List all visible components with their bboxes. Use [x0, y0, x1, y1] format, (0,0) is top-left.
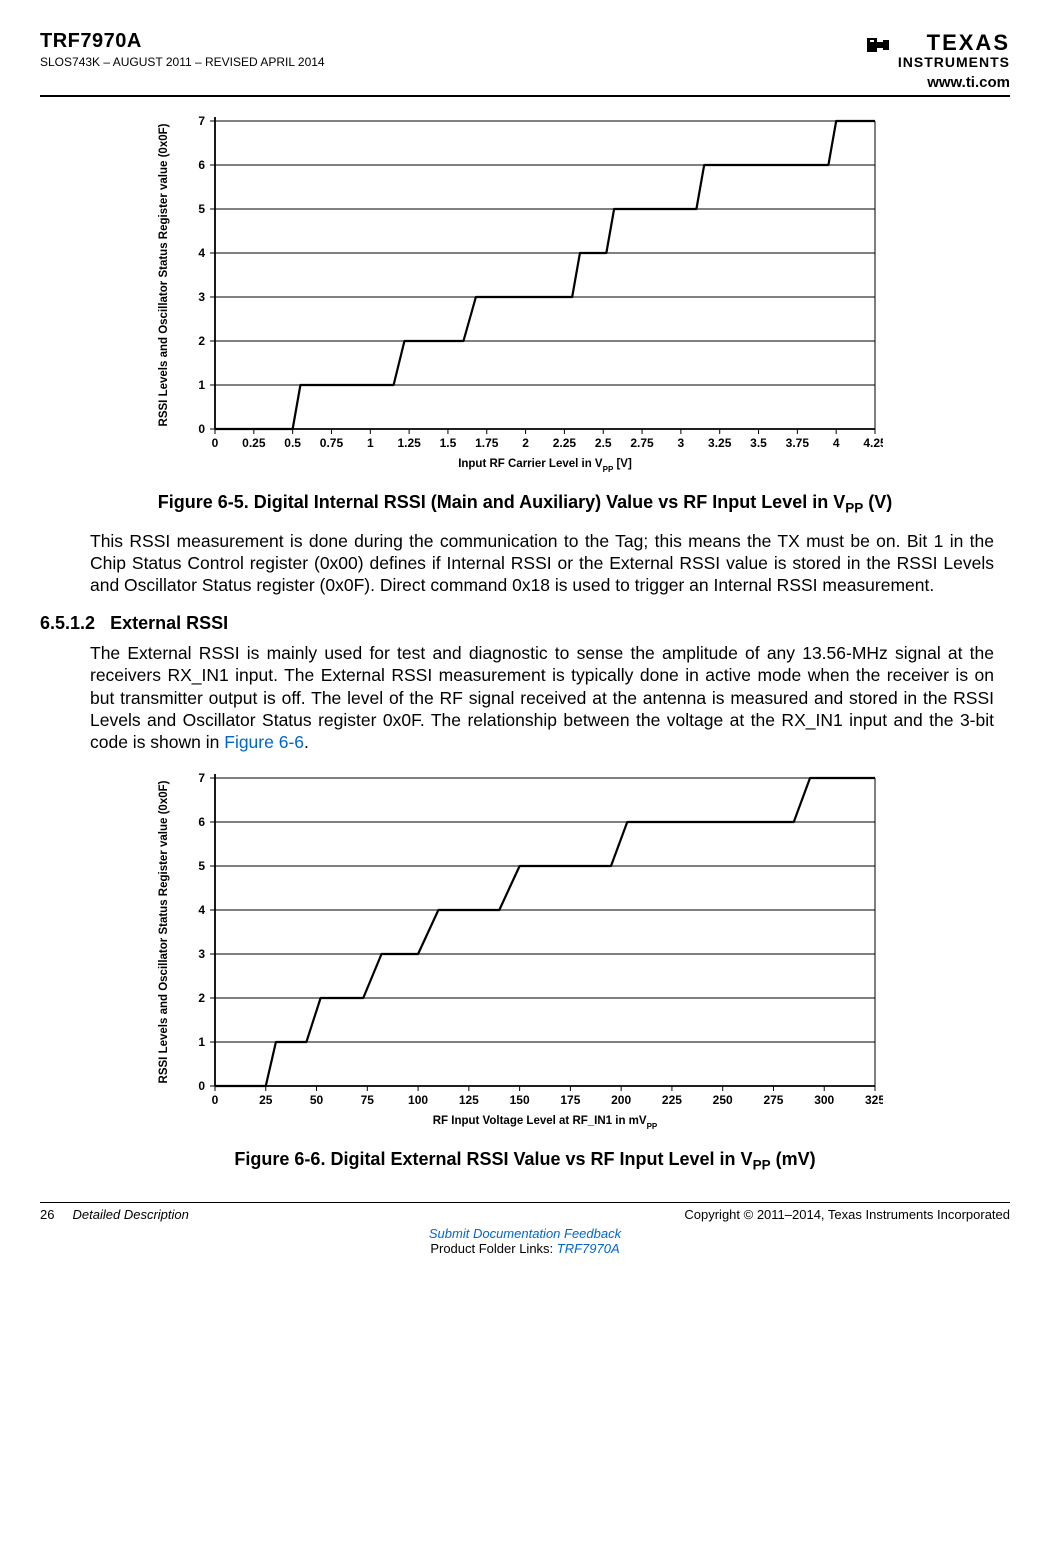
- ti-logo: TEXAS INSTRUMENTS www.ti.com: [864, 30, 1010, 91]
- doc-subtitle: SLOS743K – AUGUST 2011 – REVISED APRIL 2…: [40, 55, 325, 69]
- svg-text:RSSI Levels and Oscillator Sta: RSSI Levels and Oscillator Status Regist…: [158, 123, 170, 426]
- svg-text:0: 0: [212, 436, 219, 450]
- svg-text:4: 4: [833, 436, 840, 450]
- figure-6-5-caption: Figure 6-5. Digital Internal RSSI (Main …: [40, 492, 1010, 516]
- svg-text:4: 4: [198, 246, 205, 260]
- svg-text:6: 6: [198, 815, 205, 829]
- svg-text:25: 25: [259, 1093, 273, 1107]
- svg-text:2.75: 2.75: [630, 436, 654, 450]
- svg-text:3: 3: [678, 436, 685, 450]
- svg-text:0: 0: [198, 422, 205, 436]
- footer-center: Submit Documentation Feedback Product Fo…: [40, 1226, 1010, 1256]
- svg-text:325: 325: [865, 1093, 883, 1107]
- header-rule: [40, 95, 1010, 97]
- svg-text:2.25: 2.25: [553, 436, 577, 450]
- page-number: 26: [40, 1207, 54, 1222]
- svg-text:4: 4: [198, 903, 205, 917]
- svg-text:RSSI Levels and Oscillator Sta: RSSI Levels and Oscillator Status Regist…: [158, 780, 170, 1083]
- footer-right: Copyright © 2011–2014, Texas Instruments…: [684, 1207, 1010, 1222]
- svg-text:3.5: 3.5: [750, 436, 767, 450]
- svg-text:7: 7: [198, 771, 205, 785]
- svg-text:75: 75: [361, 1093, 375, 1107]
- svg-text:250: 250: [713, 1093, 733, 1107]
- svg-text:3.75: 3.75: [786, 436, 810, 450]
- svg-text:0: 0: [198, 1079, 205, 1093]
- footer-rule: [40, 1202, 1010, 1203]
- svg-text:1.75: 1.75: [475, 436, 499, 450]
- svg-text:Input RF Carrier Level in VPP: Input RF Carrier Level in VPP [V]: [458, 458, 632, 474]
- svg-text:5: 5: [198, 859, 205, 873]
- svg-text:4.25: 4.25: [863, 436, 883, 450]
- svg-text:2.5: 2.5: [595, 436, 612, 450]
- svg-text:2: 2: [198, 991, 205, 1005]
- svg-text:1.25: 1.25: [397, 436, 421, 450]
- svg-text:RF Input Voltage Level at RF_I: RF Input Voltage Level at RF_IN1 in mVPP: [433, 1115, 658, 1131]
- svg-text:275: 275: [763, 1093, 783, 1107]
- svg-text:300: 300: [814, 1093, 834, 1107]
- section-heading: 6.5.1.2 External RSSI: [40, 613, 1010, 634]
- doc-title: TRF7970A: [40, 30, 325, 53]
- page: TRF7970A SLOS743K – AUGUST 2011 – REVISE…: [0, 0, 1050, 1276]
- svg-text:6: 6: [198, 158, 205, 172]
- footer-row: 26 Detailed Description Copyright © 2011…: [40, 1207, 1010, 1222]
- svg-text:200: 200: [611, 1093, 631, 1107]
- product-folder-link[interactable]: TRF7970A: [557, 1241, 620, 1256]
- svg-text:1: 1: [198, 1035, 205, 1049]
- svg-text:2: 2: [198, 334, 205, 348]
- svg-text:0.5: 0.5: [284, 436, 301, 450]
- svg-text:175: 175: [560, 1093, 580, 1107]
- submit-feedback-link[interactable]: Submit Documentation Feedback: [429, 1226, 621, 1241]
- svg-text:125: 125: [459, 1093, 479, 1107]
- header-left: TRF7970A SLOS743K – AUGUST 2011 – REVISE…: [40, 30, 325, 69]
- svg-text:3: 3: [198, 947, 205, 961]
- svg-text:150: 150: [510, 1093, 530, 1107]
- footer-left: 26 Detailed Description: [40, 1207, 189, 1222]
- ti-chip-icon: [864, 30, 892, 58]
- svg-text:2: 2: [522, 436, 529, 450]
- svg-text:100: 100: [408, 1093, 428, 1107]
- svg-text:1: 1: [367, 436, 374, 450]
- page-header: TRF7970A SLOS743K – AUGUST 2011 – REVISE…: [40, 30, 1010, 91]
- svg-text:0.75: 0.75: [320, 436, 344, 450]
- svg-text:0.25: 0.25: [242, 436, 266, 450]
- paragraph-internal-rssi: This RSSI measurement is done during the…: [90, 530, 994, 597]
- svg-text:225: 225: [662, 1093, 682, 1107]
- logo-text-bottom: INSTRUMENTS: [898, 54, 1010, 70]
- svg-text:0: 0: [212, 1093, 219, 1107]
- svg-text:3.25: 3.25: [708, 436, 732, 450]
- figure-6-6-caption: Figure 6-6. Digital External RSSI Value …: [40, 1149, 1010, 1173]
- ti-url: www.ti.com: [864, 74, 1010, 91]
- chart-svg: 0255075100125150175200225250275300325012…: [145, 770, 883, 1134]
- svg-text:7: 7: [198, 114, 205, 128]
- logo-text-top: TEXAS: [898, 30, 1010, 56]
- svg-text:1.5: 1.5: [440, 436, 457, 450]
- svg-text:5: 5: [198, 202, 205, 216]
- svg-text:3: 3: [198, 290, 205, 304]
- figure-6-6-chart: 0255075100125150175200225250275300325012…: [145, 770, 905, 1139]
- chart-svg: 0 0.25 0.5 0.75 1 1.25 1.5 1.75 2 2.25 2.5 2.75 3 3.2…: [145, 113, 883, 477]
- paragraph-external-rssi: The External RSSI is mainly used for tes…: [90, 642, 994, 754]
- figure-6-5-chart: 0 0.25 0.5 0.75 1 1.25 1.5 1.75 2 2.25 2.5 2.75 3 3.2…: [145, 113, 905, 482]
- svg-text:1: 1: [198, 378, 205, 392]
- svg-text:50: 50: [310, 1093, 324, 1107]
- figure-6-6-link[interactable]: Figure 6-6: [224, 732, 304, 752]
